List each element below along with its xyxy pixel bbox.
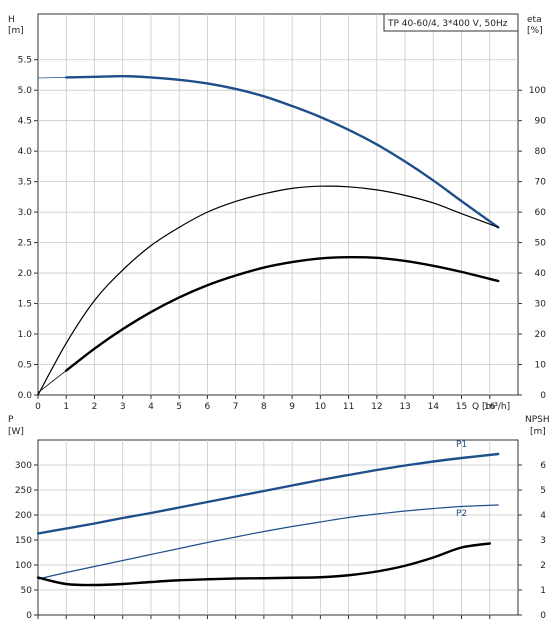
- x-tick-label: 6: [205, 402, 211, 412]
- y-left-tick-label: 5.5: [18, 56, 32, 66]
- y-left-tick-label: 2.5: [18, 239, 32, 249]
- y-left-tick-label: 5.0: [18, 86, 33, 96]
- bottom-plot-frame: [37, 439, 519, 616]
- y-right-tick-label: 70: [535, 178, 547, 188]
- series-extension-0-0: [37, 76, 67, 79]
- head-axis-label: H: [8, 15, 15, 25]
- y-left-tick-label: 3.5: [18, 178, 32, 188]
- y-left-tick-label: 4.0: [18, 147, 33, 157]
- head-axis-unit: [m]: [8, 26, 24, 36]
- y-left-tick-label: 2.0: [18, 269, 33, 279]
- x-tick-label: 0: [35, 402, 41, 412]
- y-left-tick-label: 3.0: [18, 208, 33, 218]
- bottom-series: [36, 452, 500, 587]
- y-right-tick-label: 6: [540, 461, 546, 471]
- y-left-tick-label: 0: [26, 611, 32, 621]
- x-tick-label: 7: [233, 402, 239, 412]
- series-line-1-0: [36, 452, 500, 535]
- y-right-tick-label: 100: [529, 86, 546, 96]
- x-tick-label: 9: [289, 402, 295, 412]
- x-tick-label: 4: [148, 402, 154, 412]
- y-right-tick-label: 40: [535, 269, 547, 279]
- eta-axis-unit: [%]: [527, 26, 543, 36]
- y-right-tick-label: 3: [540, 536, 546, 546]
- bottom-ticks: 0 50 100 150 200 250 300 0 1 2 3 4 5 6: [15, 461, 546, 621]
- x-tick-label: 3: [120, 402, 126, 412]
- y-right-tick-label: 50: [535, 239, 547, 249]
- power-axis-label: P: [8, 415, 14, 425]
- y-right-tick-label: 0: [540, 391, 546, 401]
- top-grid: [38, 14, 518, 395]
- power-axis-unit: [W]: [8, 427, 24, 437]
- x-tick-label: 5: [176, 402, 182, 412]
- x-tick-label: 11: [343, 402, 354, 412]
- y-right-tick-label: 2: [540, 561, 546, 571]
- power-npsh-panel: 0 50 100 150 200 250 300 0 1 2 3 4 5 6 P [W] NPSH [m]…: [8, 415, 550, 621]
- y-left-tick-label: 300: [15, 461, 32, 471]
- series-line-1-1: [37, 504, 499, 580]
- y-left-tick-label: 200: [15, 511, 32, 521]
- series-line-0-2: [37, 185, 499, 396]
- y-left-tick-label: 150: [15, 536, 32, 546]
- y-right-tick-label: 10: [535, 361, 547, 371]
- x-tick-label: 8: [261, 402, 267, 412]
- y-left-tick-label: 1.0: [18, 330, 33, 340]
- title-box-frame: [383, 13, 519, 32]
- y-left-tick-label: 100: [15, 561, 32, 571]
- series-label-p2: P2: [456, 509, 467, 519]
- chart-title-box: TP 40-60/4, 3*400 V, 50Hz: [383, 13, 519, 32]
- y-right-tick-label: 90: [535, 117, 547, 127]
- y-left-tick-label: 0.0: [18, 391, 33, 401]
- x-tick-label: 10: [315, 402, 327, 412]
- npsh-axis-label: NPSH: [525, 415, 550, 425]
- flow-axis-label: Q [m³/h]: [472, 402, 510, 412]
- y-right-tick-label: 80: [535, 147, 547, 157]
- y-right-tick-label: 20: [535, 330, 547, 340]
- top-ticks: 0 1 2 3 4 5 6 7 8 9 10 11 12 13 14 15 160.00.51.01.52.02…: [18, 56, 547, 412]
- series-line-0-0: [65, 74, 500, 229]
- x-tick-label: 13: [399, 402, 410, 412]
- bottom-grid: [38, 440, 518, 615]
- x-tick-label: 16: [484, 402, 496, 412]
- series-line-1-2: [36, 542, 491, 587]
- x-tick-label: 1: [63, 402, 69, 412]
- x-tick-label: 2: [92, 402, 98, 412]
- head-efficiency-panel: 0 1 2 3 4 5 6 7 8 9 10 11 12 13 14 15 160.00.51.01.52.02…: [8, 13, 547, 412]
- npsh-axis-unit: [m]: [530, 427, 546, 437]
- y-right-tick-label: 4: [540, 511, 546, 521]
- series-line-0-1: [65, 255, 500, 372]
- y-right-tick-label: 30: [535, 300, 547, 310]
- y-left-tick-label: 1.5: [18, 300, 32, 310]
- y-right-tick-label: 5: [540, 486, 546, 496]
- x-tick-label: 12: [371, 402, 382, 412]
- y-left-tick-label: 0.5: [18, 361, 32, 371]
- y-right-tick-label: 1: [540, 586, 546, 596]
- top-plot-frame: [37, 13, 519, 396]
- y-right-tick-label: 60: [535, 208, 547, 218]
- chart-title: TP 40-60/4, 3*400 V, 50Hz: [387, 19, 508, 29]
- series-extension-0-1: [37, 370, 67, 393]
- top-series: [37, 74, 500, 396]
- eta-axis-label: eta: [527, 15, 542, 25]
- series-label-p1: P1: [456, 440, 467, 450]
- y-right-tick-label: 0: [540, 611, 546, 621]
- x-tick-label: 14: [428, 402, 440, 412]
- y-left-tick-label: 50: [21, 586, 33, 596]
- y-left-tick-label: 250: [15, 486, 32, 496]
- y-left-tick-label: 4.5: [18, 117, 32, 127]
- x-tick-label: 15: [456, 402, 467, 412]
